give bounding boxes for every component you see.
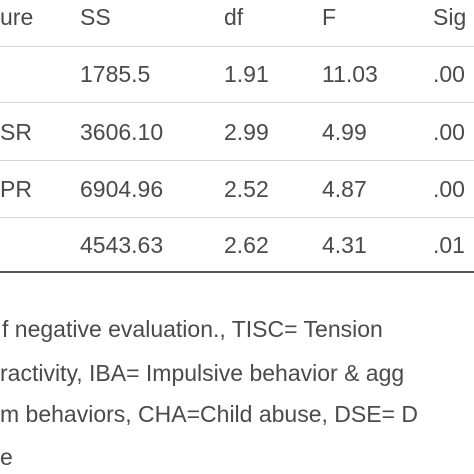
table-cell: 4543.63 <box>80 232 164 258</box>
note-line: ractivity, IBA= Impulsive behavior & agg <box>0 360 405 386</box>
table-cell: 3606.10 <box>80 119 164 145</box>
table-cell: 11.03 <box>322 61 378 87</box>
header-cell: Sig <box>433 4 467 30</box>
table-cell: .00 <box>433 61 465 87</box>
table-cell: 2.52 <box>224 176 269 202</box>
table-cell: PR <box>0 176 32 202</box>
table-cell: 2.62 <box>224 232 269 258</box>
table-cell: 1.91 <box>224 61 269 87</box>
header-cell: ure <box>0 4 34 30</box>
note-line: m behaviors, CHA=Child abuse, DSE= D <box>0 401 419 427</box>
table-cell: 6904.96 <box>80 176 164 202</box>
header-cell: SS <box>80 4 111 30</box>
row-rule <box>0 160 474 161</box>
row-rule <box>0 102 474 103</box>
row-rule <box>0 217 474 218</box>
table-cell: 2.99 <box>224 119 269 145</box>
row-rule <box>0 271 474 273</box>
header-rule <box>0 46 474 47</box>
table-cell: 4.99 <box>322 119 367 145</box>
table-cell: .01 <box>433 232 465 258</box>
table-cell: .00 <box>433 176 465 202</box>
table-cell: 1785.5 <box>80 61 151 87</box>
header-cell: F <box>322 4 337 30</box>
table-cell: SR <box>0 119 32 145</box>
header-cell: df <box>224 4 244 30</box>
table-cell: 4.31 <box>322 232 367 258</box>
table-cell: .00 <box>433 119 465 145</box>
table-cell: 4.87 <box>322 176 367 202</box>
note-line: f negative evaluation., TISC= Tension <box>2 316 383 342</box>
note-line: e <box>0 444 13 470</box>
